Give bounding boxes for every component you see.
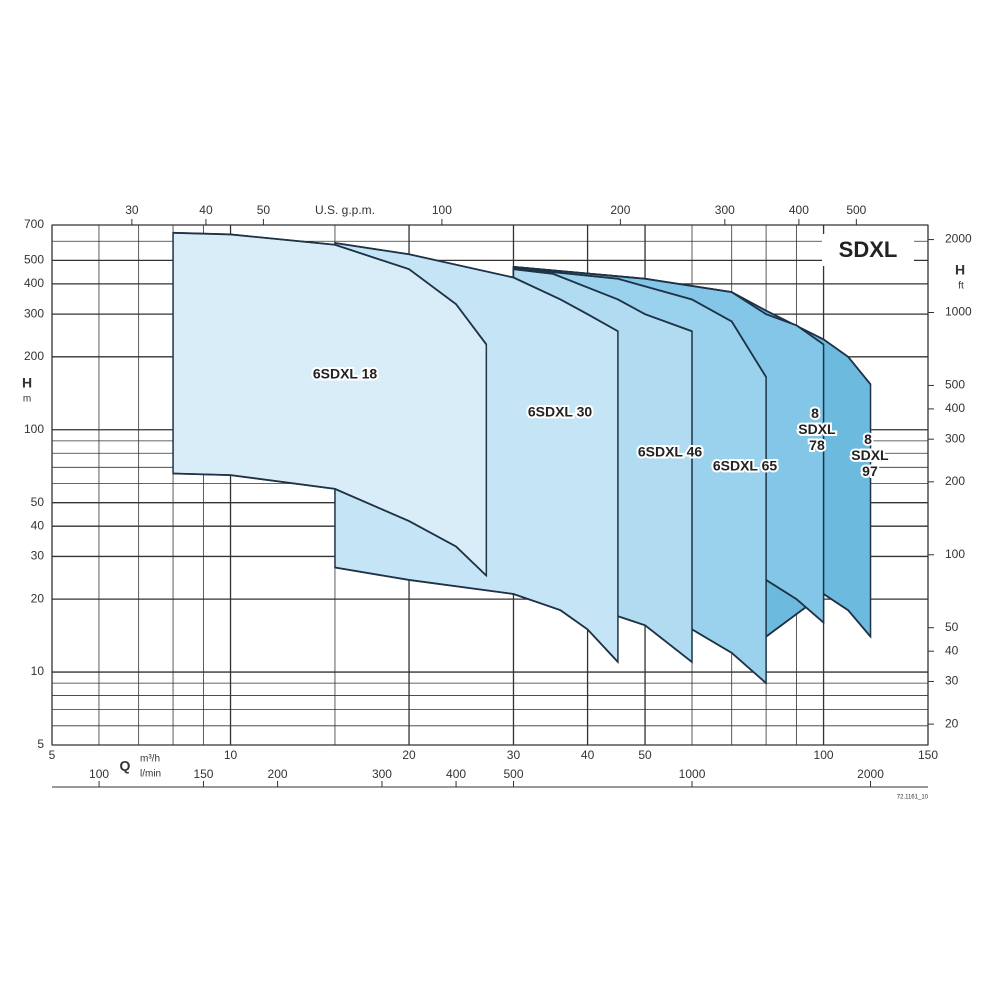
y-tick-label: 10	[31, 664, 45, 678]
x-tick-label: 30	[507, 748, 521, 762]
upper-curve	[513, 267, 767, 378]
y2-tick-label: 100	[945, 547, 965, 561]
x2-tick-label: 40	[199, 203, 213, 217]
upper-curve	[173, 231, 488, 345]
x3-tick-label: 150	[193, 767, 213, 781]
y-label: H	[22, 375, 32, 391]
x2-tick-label: 50	[257, 203, 271, 217]
y2-tick-label: 1000	[945, 305, 972, 319]
upper-curve	[513, 268, 693, 333]
y-tick-label: 200	[24, 349, 44, 363]
x3-tick-label: 1000	[679, 767, 706, 781]
x3-unit: l/min	[140, 769, 161, 780]
y-tick-label: 40	[31, 518, 45, 532]
x2-tick-label: 100	[432, 203, 452, 217]
y2-tick-label: 50	[945, 620, 959, 634]
x-unit: m³/h	[140, 754, 160, 765]
x-tick-label: 20	[402, 748, 416, 762]
x-tick-label: 50	[638, 748, 652, 762]
y2-tick-label: 30	[945, 674, 959, 688]
x-tick-label: 5	[49, 748, 56, 762]
y2-unit: ft	[958, 281, 964, 292]
x3-tick-label: 300	[372, 767, 392, 781]
areas	[172, 231, 872, 685]
y-tick-label: 100	[24, 422, 44, 436]
upper-curve	[513, 266, 825, 346]
y2-tick-label: 40	[945, 643, 959, 657]
labels: 6SDXL 18 6SDXL 30 6SDXL 46 6SDXL 65 8 SDXL 7…	[311, 364, 891, 481]
x3-tick-label: 200	[268, 767, 288, 781]
title-box	[822, 234, 914, 266]
series-label: 8 SDXL 78	[794, 405, 836, 453]
x3-tick-label: 500	[504, 767, 524, 781]
y2-label: H	[955, 262, 965, 278]
y-tick-label: 20	[31, 591, 45, 605]
x3-tick-label: 2000	[857, 767, 884, 781]
x2-tick-label: 200	[610, 203, 630, 217]
series-label: 6SDXL 65	[713, 458, 778, 474]
y-tick-label: 30	[31, 549, 45, 563]
series-label: 6SDXL 30	[528, 404, 593, 420]
x3-tick-label: 400	[446, 767, 466, 781]
x2-tick-label: 30	[125, 203, 139, 217]
x2-label: U.S. g.p.m.	[315, 203, 375, 217]
y2-tick-label: 2000	[945, 232, 972, 246]
x2-tick-label: 300	[715, 203, 735, 217]
lower-curve	[334, 566, 619, 663]
y-tick-label: 700	[24, 217, 44, 231]
x-tick-label: 150	[918, 748, 938, 762]
lower-curve	[173, 472, 487, 577]
series-label: 6SDXL 18	[313, 366, 378, 382]
y2-tick-label: 500	[945, 378, 965, 392]
series-label: 8 SDXL 97	[847, 431, 889, 479]
y2-tick-label: 300	[945, 431, 965, 445]
x-tick-label: 40	[581, 748, 595, 762]
chart-title: SDXL	[839, 237, 898, 262]
x-tick-label: 100	[814, 748, 834, 762]
upper-curve	[334, 242, 619, 333]
y2-tick-label: 20	[945, 716, 959, 730]
y2-tick-label: 400	[945, 401, 965, 415]
y2-tick-label: 200	[945, 474, 965, 488]
reference: 72.1161_10	[897, 795, 929, 801]
y-tick-label: 500	[24, 253, 44, 267]
y-tick-label: 300	[24, 306, 44, 320]
x3-tick-label: 100	[89, 767, 109, 781]
x-label: Q	[120, 758, 131, 774]
plot-frame	[51, 224, 929, 746]
y-tick-label: 400	[24, 276, 44, 290]
y-tick-label: 50	[31, 495, 45, 509]
series-label: 6SDXL 46	[638, 444, 703, 460]
y-unit: m	[23, 394, 31, 405]
x2-tick-label: 500	[846, 203, 866, 217]
y-tick-label: 5	[37, 737, 44, 751]
x-tick-label: 10	[224, 748, 238, 762]
x2-tick-label: 400	[789, 203, 809, 217]
